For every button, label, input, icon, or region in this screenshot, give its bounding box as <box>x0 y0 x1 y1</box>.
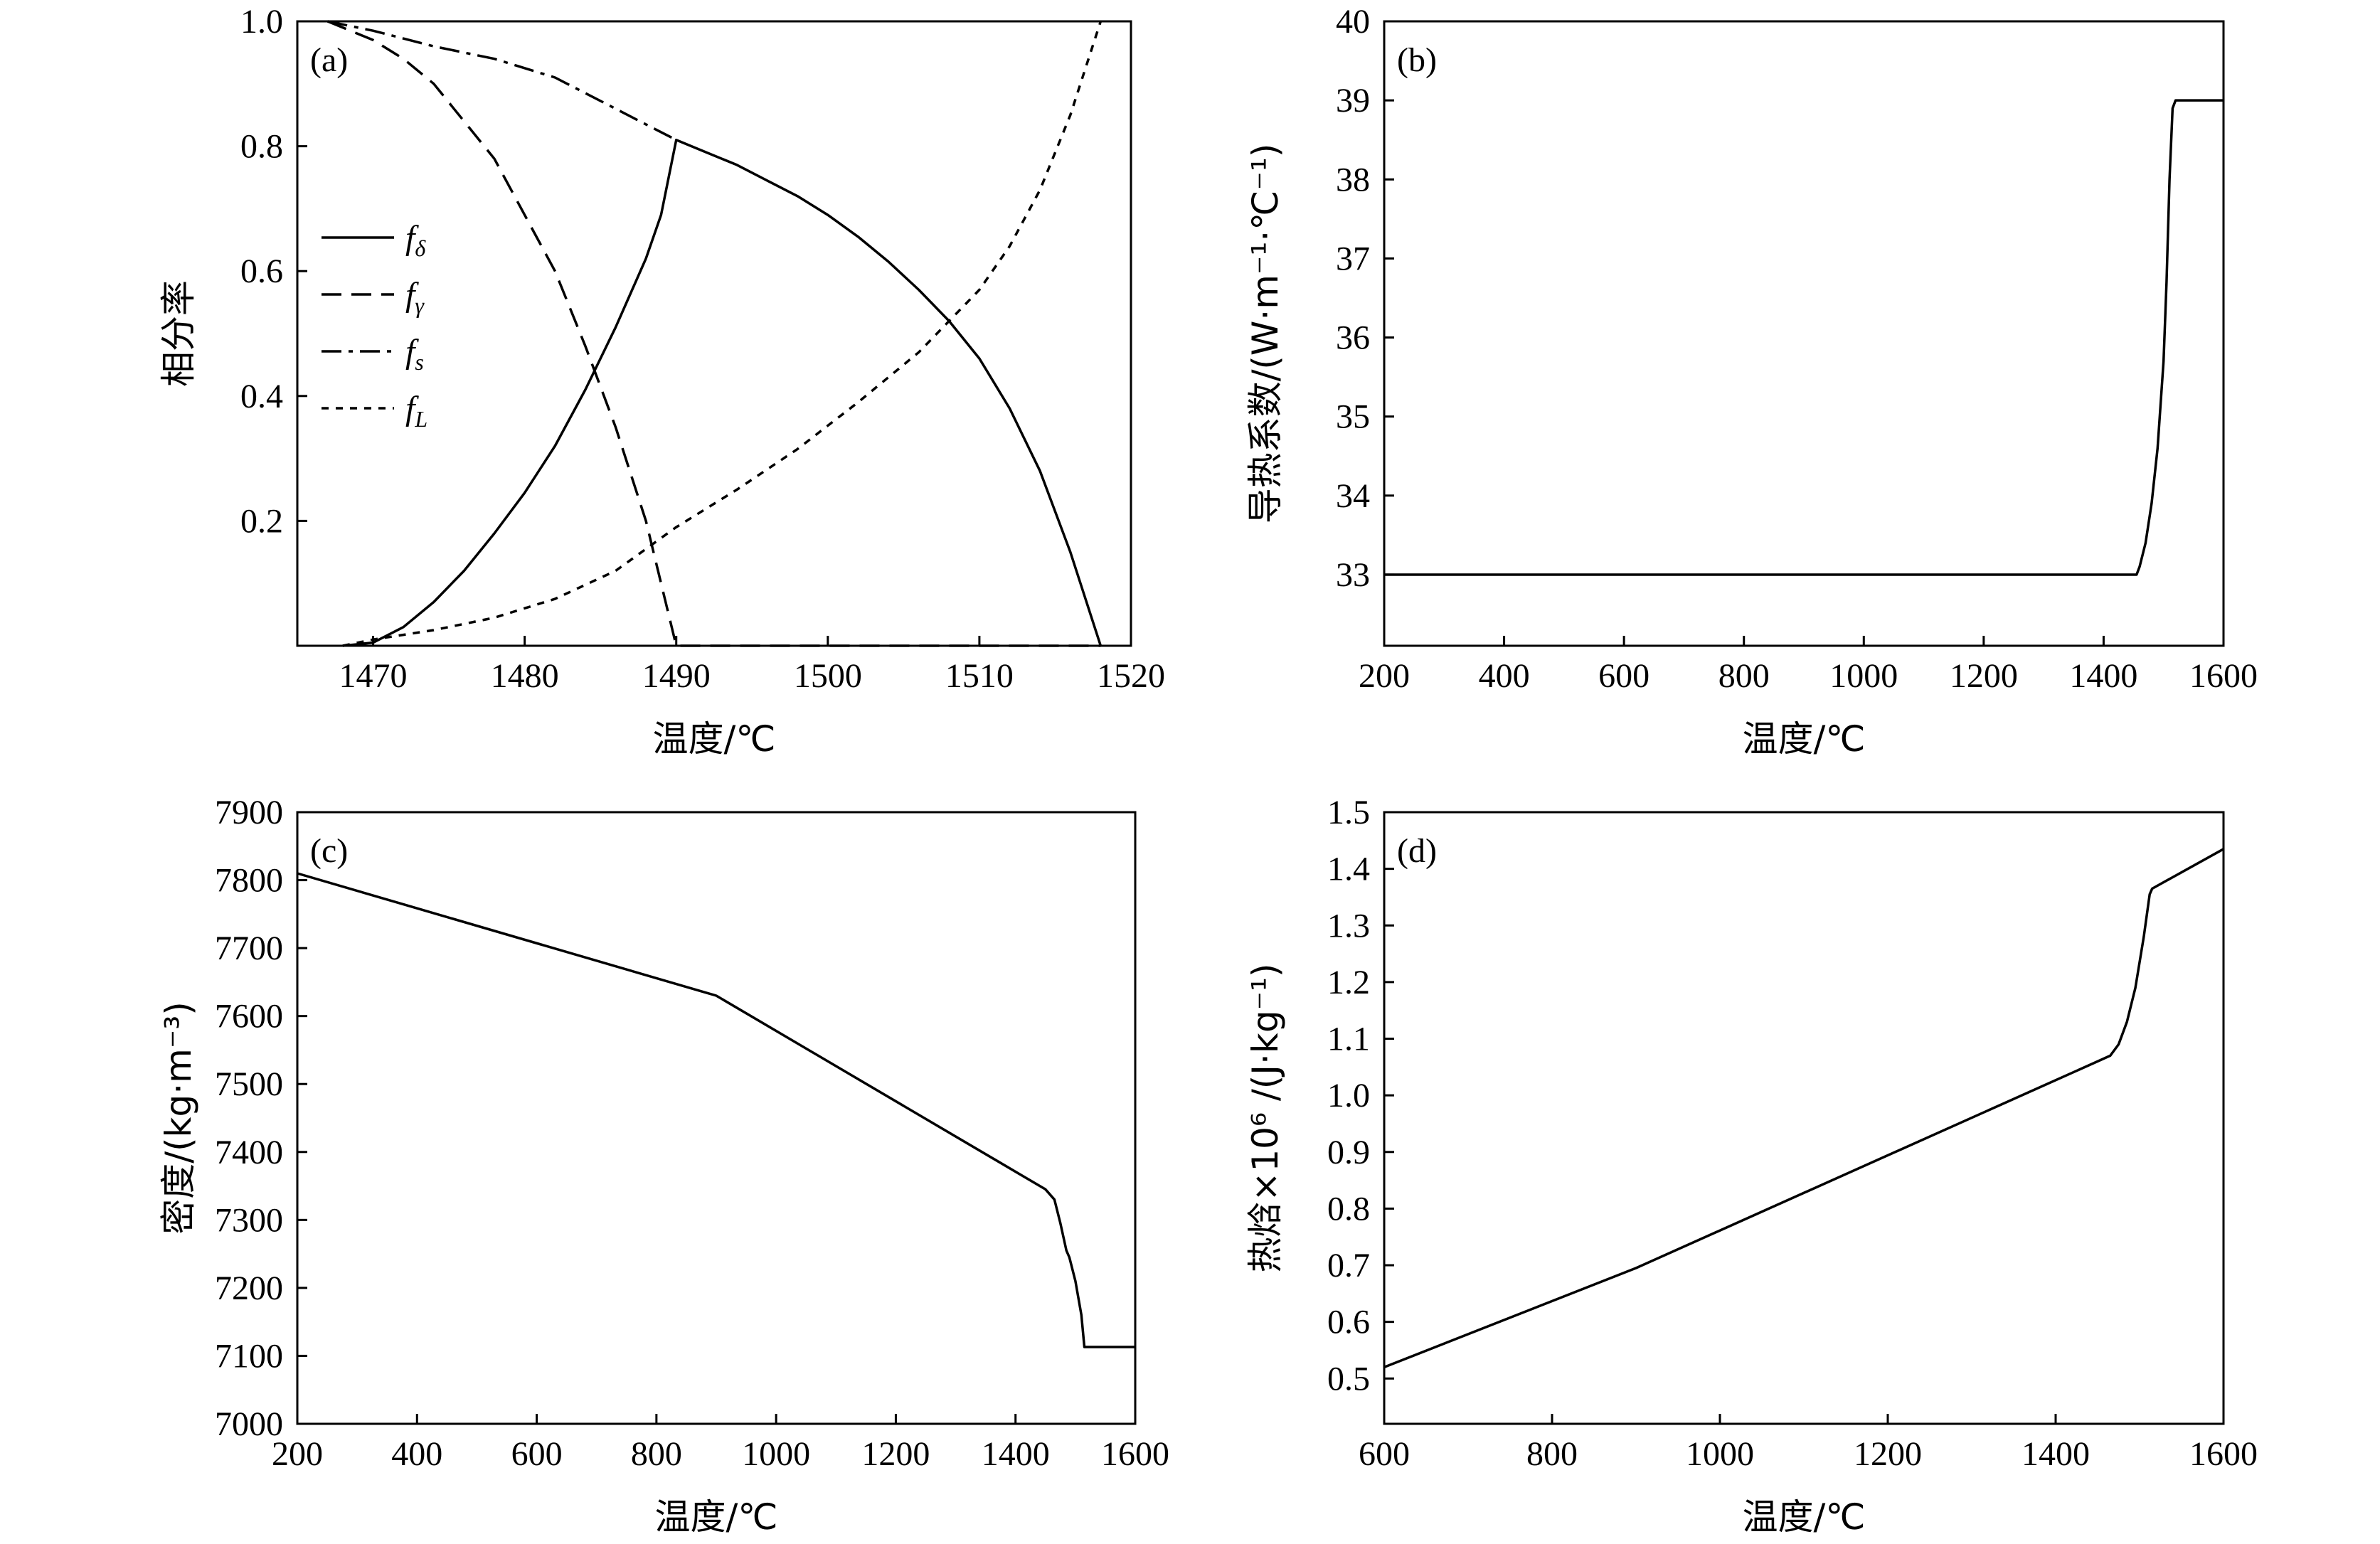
y-tick-label: 7600 <box>215 998 283 1035</box>
panel-label: (c) <box>310 832 348 870</box>
x-tick-label: 1000 <box>1686 1435 1754 1473</box>
chart-panel-4: 600 800 1000 1200 1400 1600 0.5 0.6 0.7 0.8 0.9 1.0… <box>1245 794 2258 1538</box>
legend: fδ fγ fs fL <box>322 219 427 432</box>
x-tick-label: 1480 <box>491 657 559 695</box>
y-tick-label: 36 <box>1336 319 1370 357</box>
x-tick-label: 1200 <box>1854 1435 1922 1473</box>
y-tick-label: 7200 <box>215 1269 283 1307</box>
series-line-1 <box>342 139 1103 647</box>
x-tick-label: 1200 <box>861 1435 930 1473</box>
y-tick-label: 7800 <box>215 862 283 900</box>
y-tick-label: 7900 <box>215 794 283 831</box>
x-tick-label: 1490 <box>642 657 711 695</box>
x-tick-label: 1600 <box>2189 657 2258 695</box>
y-tick-label: 40 <box>1336 3 1370 41</box>
x-tick-label: 200 <box>272 1435 323 1473</box>
x-tick-label: 1400 <box>982 1435 1050 1473</box>
legend-entry: fδ <box>405 219 426 261</box>
x-tick-label: 1520 <box>1097 657 1165 695</box>
x-axis-label: 温度/℃ <box>1743 718 1866 760</box>
y-tick-label: 37 <box>1336 240 1370 277</box>
legend-entry: fγ <box>405 276 425 318</box>
x-axis-label: 温度/℃ <box>653 718 776 760</box>
x-tick-label: 400 <box>391 1435 442 1473</box>
y-axis-label: 相分率 <box>158 280 199 387</box>
series-line-1 <box>1383 848 2224 1369</box>
y-tick-label: 33 <box>1336 556 1370 594</box>
y-tick-label: 1.1 <box>1327 1021 1370 1058</box>
panel-label: (d) <box>1397 832 1437 870</box>
y-tick-label: 0.9 <box>1327 1134 1370 1171</box>
chart-panel-1: 1470 1480 1490 1500 1510 1520 0.2 0.4 0.6 0.8 1.0 (… <box>158 3 1165 760</box>
y-tick-label: 0.6 <box>240 252 283 290</box>
y-tick-label: 1.3 <box>1327 907 1370 944</box>
series-line-2 <box>326 20 1101 647</box>
x-tick-label: 600 <box>1359 1435 1410 1473</box>
x-tick-label: 200 <box>1359 657 1410 695</box>
x-axis-label: 温度/℃ <box>1743 1496 1866 1538</box>
y-tick-label: 34 <box>1336 477 1370 515</box>
series-line-1 <box>297 872 1135 1348</box>
y-tick-label: 1.5 <box>1327 794 1370 831</box>
x-tick-label: 1500 <box>794 657 862 695</box>
panel-label: (a) <box>310 41 348 79</box>
chart-panel-3: 200 400 600 800 1000 1200 1400 1600 7000 7100 7200… <box>158 794 1169 1538</box>
x-tick-label: 1200 <box>1950 657 2018 695</box>
y-tick-label: 0.7 <box>1327 1247 1370 1284</box>
y-tick-label: 39 <box>1336 82 1370 119</box>
y-tick-label: 1.2 <box>1327 964 1370 1001</box>
plot-frame <box>296 20 1132 647</box>
y-tick-label: 7400 <box>215 1134 283 1171</box>
series-line-1 <box>1384 99 2224 576</box>
plot-frame <box>296 811 1137 1425</box>
y-axis-label: 热焓×10⁶ /(J·kg⁻¹) <box>1245 963 1286 1272</box>
x-tick-label: 1000 <box>1829 657 1898 695</box>
x-tick-label: 1400 <box>2069 657 2137 695</box>
x-tick-label: 1000 <box>742 1435 810 1473</box>
y-tick-label: 35 <box>1336 398 1370 436</box>
y-tick-label: 7700 <box>215 930 283 967</box>
series-line-3 <box>327 20 677 142</box>
panel-label: (b) <box>1397 41 1437 79</box>
x-tick-label: 800 <box>631 1435 682 1473</box>
y-tick-label: 0.8 <box>1327 1190 1370 1228</box>
chart-panel-2: 200 400 600 800 1000 1200 1400 1600 33 34 35 36 37 38… <box>1245 3 2258 760</box>
y-axis-label: 密度/(kg·m⁻³) <box>158 1001 199 1235</box>
x-tick-label: 1510 <box>945 657 1014 695</box>
y-tick-label: 1.0 <box>1327 1077 1370 1114</box>
y-tick-label: 0.5 <box>1327 1360 1370 1397</box>
y-tick-label: 0.8 <box>240 128 283 166</box>
x-tick-label: 1600 <box>2189 1435 2258 1473</box>
legend-entry: fs <box>405 333 424 375</box>
plot-frame <box>1383 811 2225 1425</box>
y-tick-label: 38 <box>1336 161 1370 198</box>
y-tick-label: 7500 <box>215 1065 283 1103</box>
y-tick-label: 7000 <box>215 1405 283 1443</box>
x-tick-label: 1600 <box>1101 1435 1169 1473</box>
legend-entry: fL <box>405 390 427 432</box>
x-tick-label: 600 <box>511 1435 563 1473</box>
y-tick-label: 0.2 <box>240 502 283 540</box>
y-tick-label: 1.4 <box>1327 851 1370 888</box>
x-tick-label: 1470 <box>339 657 408 695</box>
x-axis-label: 温度/℃ <box>655 1496 778 1538</box>
y-tick-label: 0.4 <box>240 378 283 415</box>
plot-frame <box>1383 20 2225 647</box>
x-tick-label: 400 <box>1479 657 1530 695</box>
x-tick-label: 800 <box>1718 657 1770 695</box>
x-tick-label: 800 <box>1526 1435 1578 1473</box>
x-tick-label: 1400 <box>2022 1435 2090 1473</box>
y-tick-label: 0.6 <box>1327 1304 1370 1341</box>
y-tick-label: 1.0 <box>240 3 283 41</box>
y-tick-label: 7300 <box>215 1201 283 1239</box>
y-tick-label: 7100 <box>215 1337 283 1375</box>
series-line-4 <box>342 21 1103 647</box>
y-axis-label: 导热系数/(W·m⁻¹·℃⁻¹) <box>1245 144 1286 524</box>
x-tick-label: 600 <box>1598 657 1649 695</box>
